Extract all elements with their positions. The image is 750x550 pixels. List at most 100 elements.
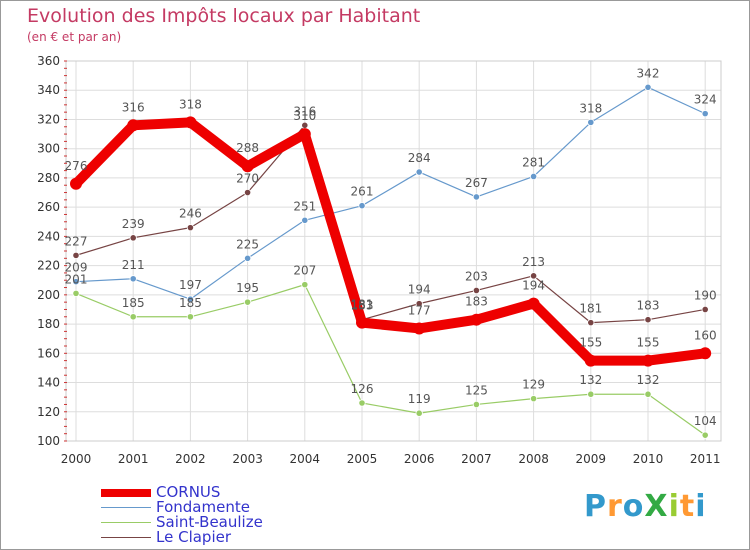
data-label: 126 xyxy=(351,382,374,396)
chart-subtitle: (en € et par an) xyxy=(27,30,122,44)
data-point xyxy=(415,168,423,176)
data-point xyxy=(356,316,368,329)
data-label: 284 xyxy=(408,151,431,165)
data-point xyxy=(127,119,140,132)
data-point xyxy=(701,110,709,118)
data-point xyxy=(644,83,652,91)
series-line-cornus xyxy=(71,117,711,366)
data-label: 185 xyxy=(122,296,145,310)
logo-letter: r xyxy=(607,489,623,524)
series-line-fondamente xyxy=(75,86,706,300)
y-tick-label: 180 xyxy=(37,317,60,331)
data-point xyxy=(529,395,538,403)
logo-letter: i xyxy=(668,489,680,524)
data-label: 225 xyxy=(236,237,259,251)
series-line-le-clapier xyxy=(75,124,706,324)
y-tick-label: 240 xyxy=(37,229,60,243)
data-point xyxy=(644,316,652,324)
x-tick-label: 2001 xyxy=(118,452,149,466)
data-label: 342 xyxy=(637,66,660,80)
data-label: 190 xyxy=(694,288,717,302)
data-label: 181 xyxy=(579,302,602,316)
legend-swatch-fondamente xyxy=(101,507,151,508)
x-tick-label: 2005 xyxy=(347,452,378,466)
logo-letter: X xyxy=(644,489,669,524)
data-point xyxy=(587,319,595,327)
legend-swatch-cornus xyxy=(101,489,151,497)
data-label: 155 xyxy=(579,336,602,350)
data-label: 194 xyxy=(522,279,545,293)
y-tick-label: 220 xyxy=(37,259,60,273)
data-label: 276 xyxy=(65,159,88,173)
data-point xyxy=(241,160,254,173)
data-point xyxy=(415,300,423,308)
x-tick-label: 2006 xyxy=(404,452,435,466)
logo-letter: o xyxy=(622,489,645,524)
data-point xyxy=(129,313,137,321)
plot-area xyxy=(66,61,721,441)
data-point xyxy=(244,254,252,262)
data-point xyxy=(472,193,480,201)
data-label: 209 xyxy=(65,261,88,275)
data-label: 203 xyxy=(465,269,488,283)
data-point xyxy=(298,128,311,141)
y-tick-label: 360 xyxy=(37,54,60,68)
chart-title: Evolution des Impôts locaux par Habitant xyxy=(27,5,421,27)
x-tick-label: 2004 xyxy=(290,452,321,466)
data-point xyxy=(587,390,595,398)
data-label: 160 xyxy=(694,328,717,342)
data-label: 267 xyxy=(465,176,488,190)
data-point xyxy=(72,289,80,297)
y-tick-label: 300 xyxy=(37,142,60,156)
data-label: 211 xyxy=(122,258,145,272)
legend-label: CORNUS xyxy=(156,483,221,501)
y-tick-label: 260 xyxy=(37,200,60,214)
data-point xyxy=(358,399,366,407)
data-point xyxy=(301,281,309,289)
data-label: 119 xyxy=(408,392,431,406)
x-tick-label: 2010 xyxy=(633,452,664,466)
data-point xyxy=(244,298,252,306)
data-label: 288 xyxy=(236,141,259,155)
data-label: 270 xyxy=(236,172,259,186)
legend-label: Le Clapier xyxy=(156,528,232,546)
x-tick-label: 2009 xyxy=(576,452,607,466)
data-label: 251 xyxy=(293,199,316,213)
data-point xyxy=(701,305,709,314)
data-point xyxy=(184,116,197,129)
data-point xyxy=(413,322,426,335)
data-point xyxy=(186,295,194,303)
x-tick-label: 2011 xyxy=(690,452,721,466)
legend-swatch-saint-beaulize xyxy=(101,522,151,523)
legend-swatch-le-clapier xyxy=(101,537,151,538)
data-point xyxy=(644,390,652,398)
y-tick-label: 160 xyxy=(37,346,60,360)
legend-label: Fondamente xyxy=(156,498,250,516)
data-label: 125 xyxy=(465,383,488,397)
data-point xyxy=(699,347,712,360)
data-label: 183 xyxy=(351,299,374,313)
data-label: 132 xyxy=(637,373,660,387)
x-tick-label: 2007 xyxy=(461,452,492,466)
data-point xyxy=(129,275,137,283)
data-point xyxy=(358,202,366,210)
data-point xyxy=(642,354,654,367)
data-point xyxy=(186,313,194,321)
data-label: 318 xyxy=(179,97,202,111)
data-label: 316 xyxy=(122,100,145,114)
proxiti-logo: ProXiti xyxy=(584,489,707,524)
data-point xyxy=(527,297,540,310)
data-point xyxy=(72,251,80,259)
data-label: 183 xyxy=(637,299,660,313)
data-point xyxy=(72,278,80,286)
data-label: 181 xyxy=(351,298,374,312)
data-point xyxy=(470,313,483,326)
y-tick-label: 140 xyxy=(37,376,60,390)
data-point xyxy=(701,431,709,439)
x-tick-label: 2008 xyxy=(518,452,549,466)
data-label: 310 xyxy=(293,109,316,123)
data-point xyxy=(70,177,82,190)
data-label: 207 xyxy=(293,264,316,278)
data-label: 261 xyxy=(351,185,374,199)
